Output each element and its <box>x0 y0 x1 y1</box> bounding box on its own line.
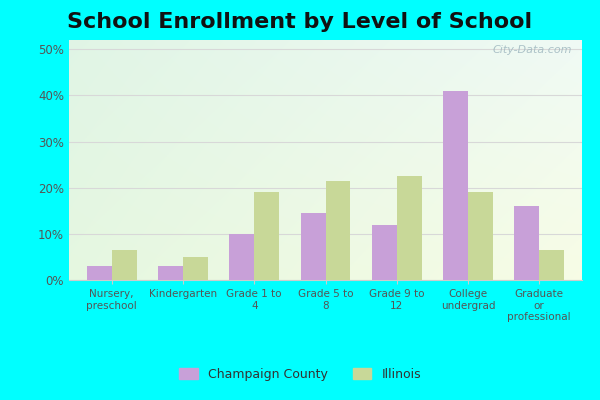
Bar <box>301 213 325 280</box>
Bar <box>112 250 137 280</box>
Bar <box>158 266 183 280</box>
Bar <box>87 266 112 280</box>
Text: City-Data.com: City-Data.com <box>492 45 572 55</box>
Bar <box>468 192 493 280</box>
Bar <box>229 234 254 280</box>
Bar <box>397 176 422 280</box>
Bar <box>254 192 279 280</box>
Bar <box>443 91 468 280</box>
Legend: Champaign County, Illinois: Champaign County, Illinois <box>174 363 426 386</box>
Text: School Enrollment by Level of School: School Enrollment by Level of School <box>67 12 533 32</box>
Bar <box>514 206 539 280</box>
Bar <box>539 250 564 280</box>
Bar <box>372 225 397 280</box>
Bar <box>183 257 208 280</box>
Bar <box>325 181 350 280</box>
